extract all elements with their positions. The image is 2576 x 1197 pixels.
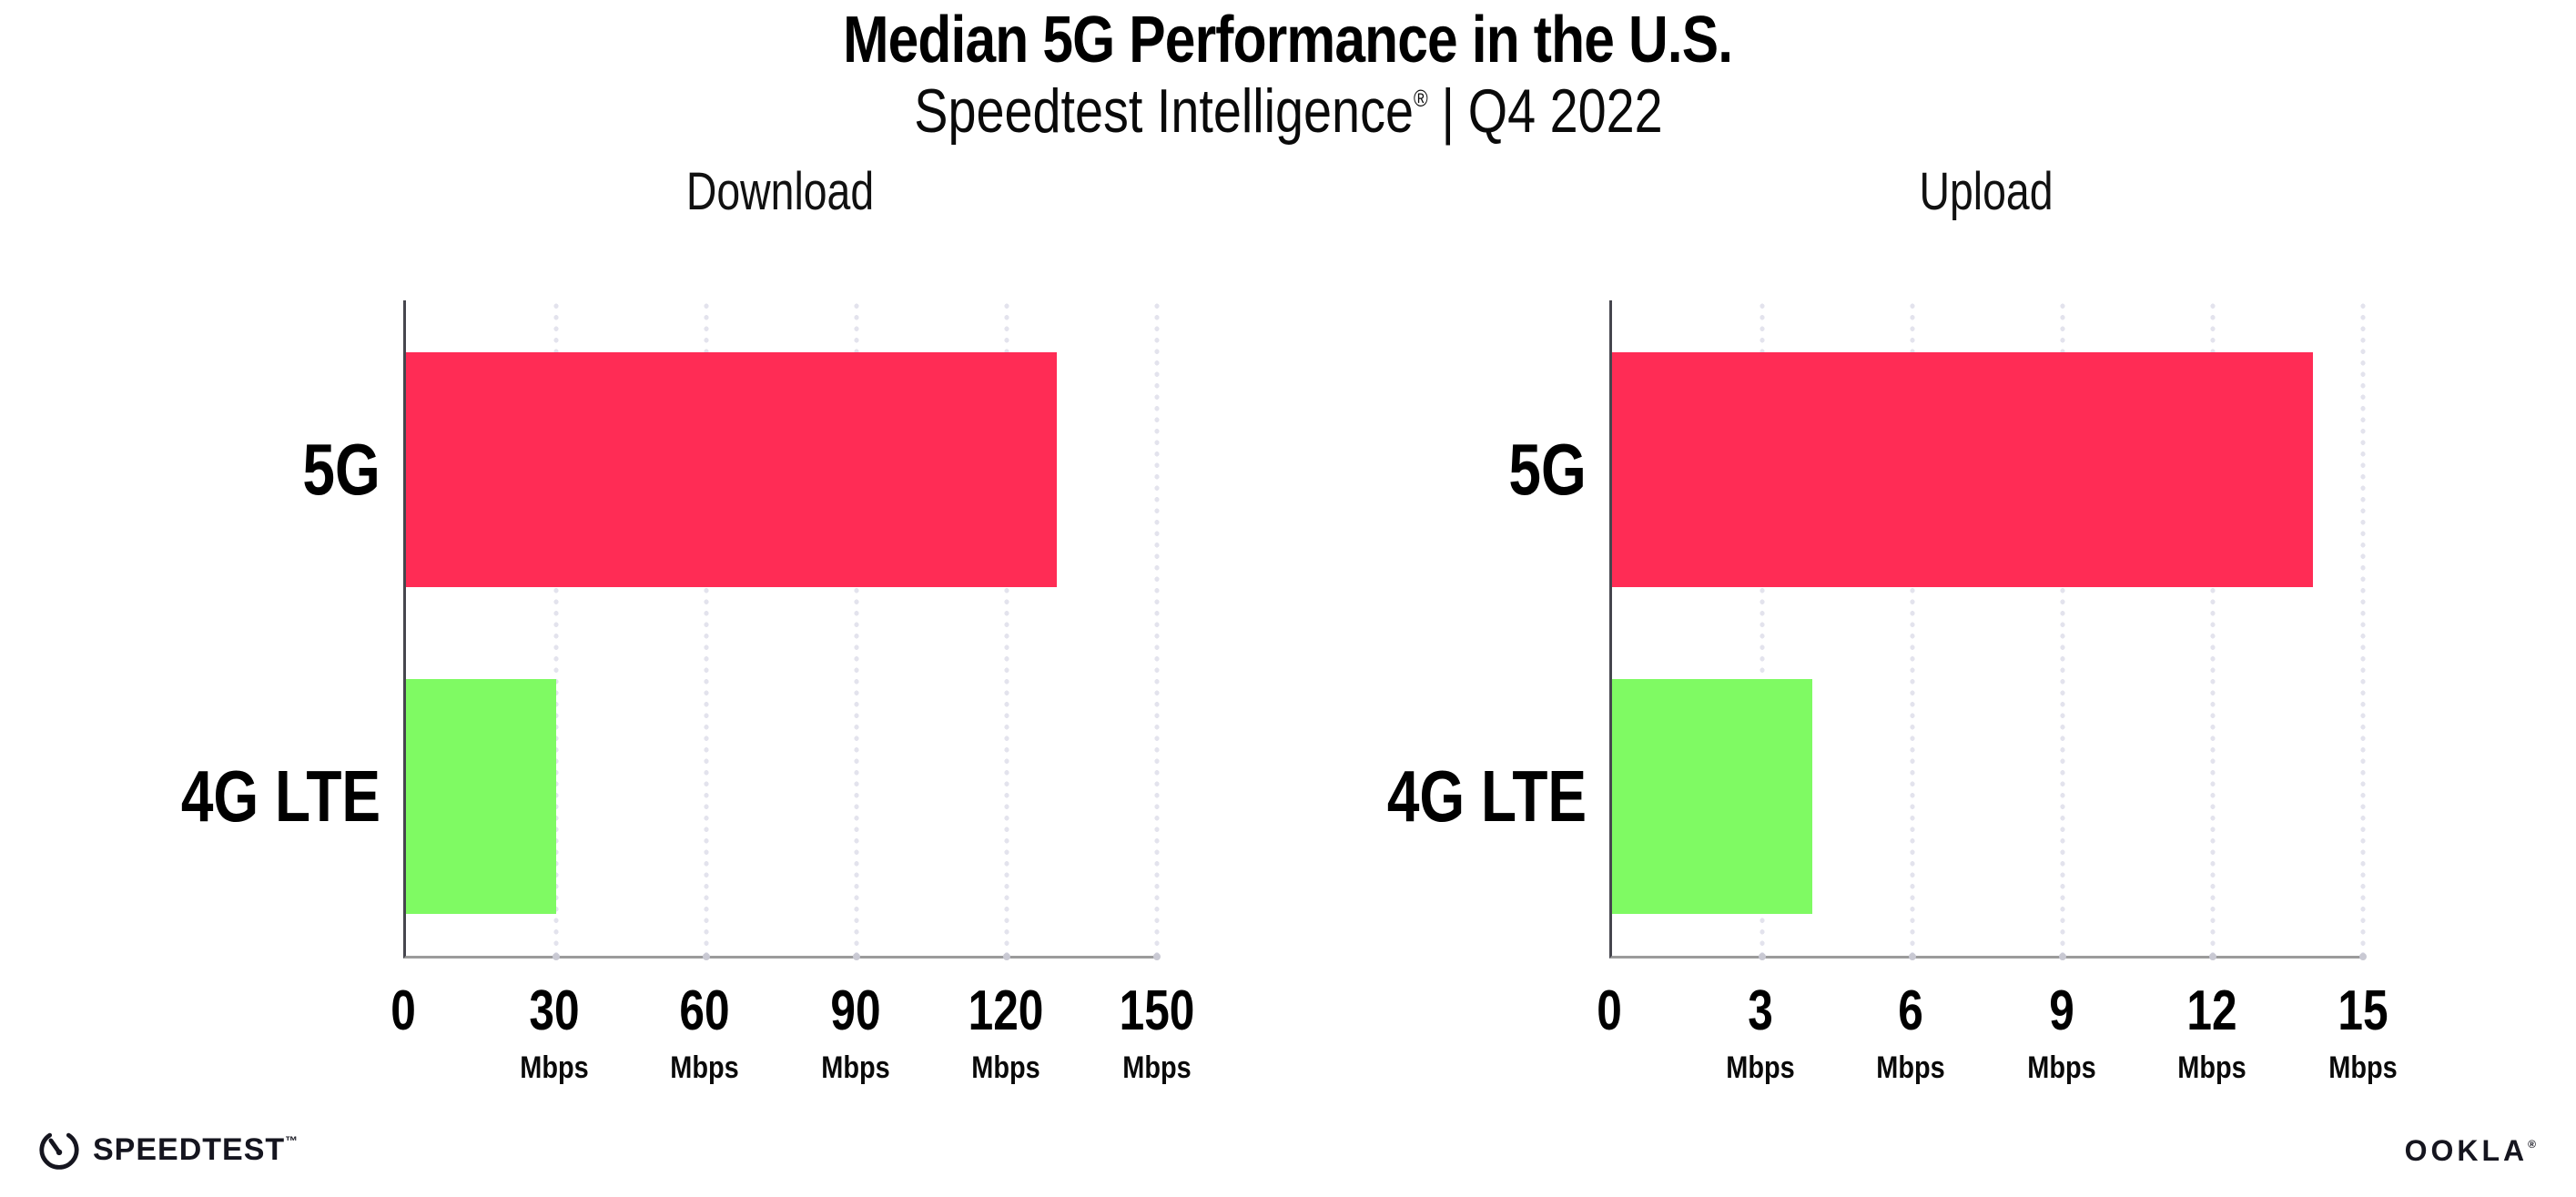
trademark-mark: ™ (285, 1133, 299, 1148)
ookla-logo: OOKLA® (2405, 1136, 2536, 1165)
gridline-12 (2210, 300, 2216, 956)
plot-area (1609, 300, 2367, 960)
axis-tick-dot (703, 953, 710, 960)
axis-tick-dot (1153, 953, 1161, 960)
speedtest-wordmark: SPEEDTEST™ (93, 1134, 299, 1165)
page-title: Median 5G Performance in the U.S. (0, 7, 2576, 73)
axis-tick-dot (1909, 953, 1916, 960)
subtitle-product: Speedtest Intelligence (913, 76, 1414, 146)
category-label-4g-lte: 4G LTE (1386, 756, 1587, 837)
axis-tick-dot (2209, 953, 2216, 960)
axis-tick-dot (1759, 953, 1766, 960)
bar-5g (406, 352, 1057, 587)
gridline-60 (704, 300, 709, 956)
axis-tick-dot (1003, 953, 1010, 960)
gridline-30 (553, 300, 559, 956)
chart-title: Download (663, 166, 898, 218)
axis-tick-dot (2059, 953, 2066, 960)
speedtest-label: SPEEDTEST (93, 1132, 286, 1167)
gridline-9 (2060, 300, 2065, 956)
bar-4g-lte (406, 679, 556, 914)
gridline-150 (1154, 300, 1160, 956)
subtitle-period: Q4 2022 (1467, 76, 1663, 146)
axis-tick-dot (2359, 953, 2367, 960)
speedtest-gauge-icon (39, 1132, 79, 1170)
gridline-6 (1910, 300, 1915, 956)
bar-5g (1612, 352, 2313, 587)
category-label-5g: 5G (302, 429, 380, 510)
chart-title: Upload (1902, 166, 2070, 218)
gridline-120 (1004, 300, 1009, 956)
chart-title-text: Download (685, 162, 875, 221)
ookla-registered-mark: ® (2528, 1138, 2536, 1151)
subtitle-separator: | (1440, 76, 1455, 146)
plot-area (403, 300, 1161, 960)
category-label-4g-lte: 4G LTE (180, 756, 380, 837)
page-subtitle: Speedtest Intelligence® | Q4 2022 (0, 80, 2576, 142)
page-title-text: Median 5G Performance in the U.S. (843, 4, 1733, 76)
axis-tick-dot (553, 953, 560, 960)
gridline-3 (1760, 300, 1765, 956)
axis-tick-dot (853, 953, 860, 960)
bar-4g-lte (1612, 679, 1812, 914)
gridline-90 (854, 300, 859, 956)
speedtest-logo: SPEEDTEST™ (38, 1129, 299, 1171)
registered-mark: ® (1413, 85, 1428, 112)
chart-title-text: Upload (1919, 162, 2054, 221)
gridline-15 (2360, 300, 2366, 956)
page-subtitle-text: Speedtest Intelligence® | Q4 2022 (914, 80, 1662, 142)
ookla-label: OOKLA (2404, 1134, 2529, 1167)
category-label-5g: 5G (1508, 429, 1587, 510)
